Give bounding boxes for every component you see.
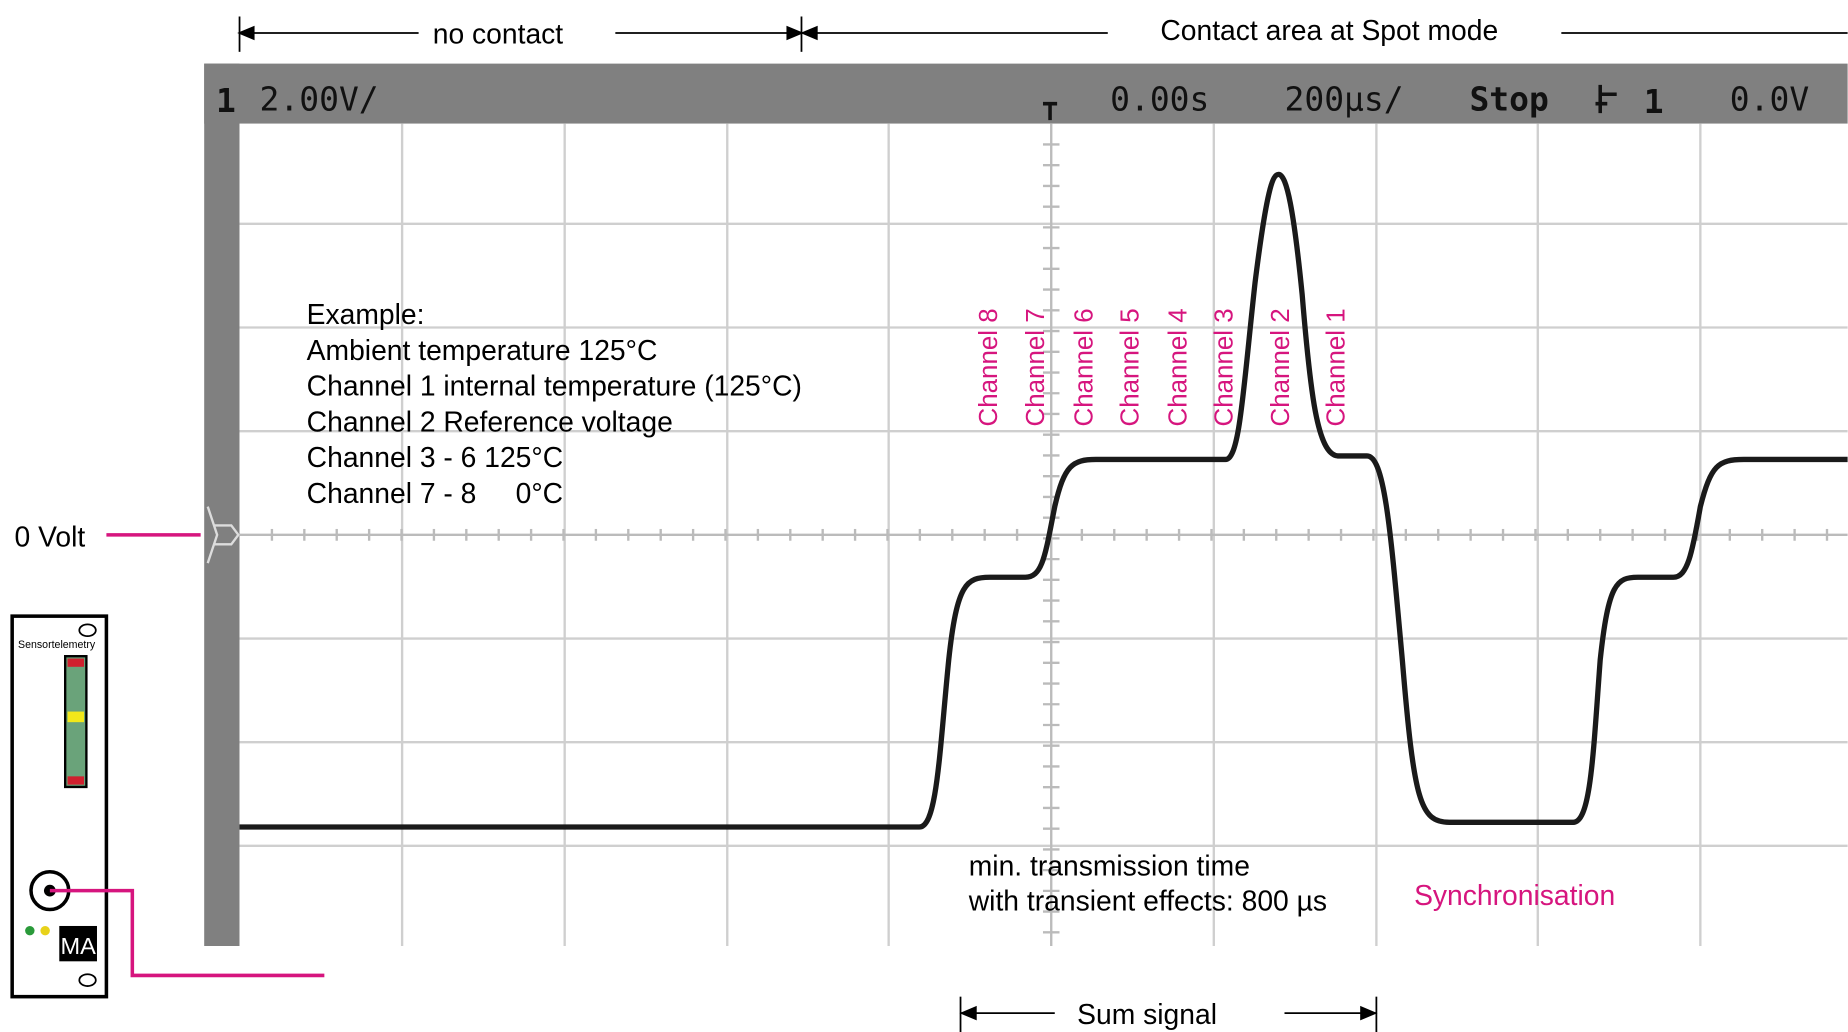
device-logo: MA xyxy=(60,933,96,959)
scope-time: 0.00s xyxy=(1110,80,1209,119)
waveform xyxy=(239,171,1848,830)
example-line: Ambient temperature 125°C xyxy=(307,334,658,366)
scope-left-bar xyxy=(204,63,240,946)
example-text: Example: Ambient temperature 125°C Channel… xyxy=(307,298,802,509)
channel-label: Channel 1 xyxy=(1323,308,1351,426)
scope-scale: 2.00V/ xyxy=(260,80,379,119)
no-contact-label: no contact xyxy=(433,18,564,50)
example-line: Example: xyxy=(307,298,425,330)
channel-label: Channel 6 xyxy=(1070,308,1098,426)
zero-volt-label: 0 Volt xyxy=(15,521,86,553)
channel-label: Channel 7 xyxy=(1022,308,1050,426)
sum-signal-label: Sum signal xyxy=(1077,998,1217,1030)
connector-line xyxy=(49,888,325,978)
trigger-edge-icon xyxy=(1595,84,1617,114)
channel-label: Channel 5 xyxy=(1116,308,1144,426)
channel-labels: Channel 8 Channel 7 Channel 6 Channel 5 Chan… xyxy=(975,308,1351,426)
channel-label: Channel 3 xyxy=(1211,308,1239,426)
channel-label: Channel 2 xyxy=(1267,308,1295,426)
min-time-line: min. transmission time xyxy=(969,849,1250,881)
trigger-marker xyxy=(1042,101,1058,121)
example-line: Channel 3 - 6 125°C xyxy=(307,441,563,473)
example-line: Channel 1 internal temperature (125°C) xyxy=(307,370,802,402)
top-arrows xyxy=(237,16,1848,52)
scope-timebase: 200µs/ xyxy=(1284,80,1403,119)
min-time-line: with transient effects: 800 µs xyxy=(968,885,1327,917)
synchronisation-label: Synchronisation xyxy=(1414,879,1615,911)
trigger-channel: 1 xyxy=(1644,82,1664,121)
device-label: Sensortelemetry xyxy=(18,639,96,651)
example-line: Channel 2 Reference voltage xyxy=(307,405,673,437)
contact-area-label: Contact area at Spot mode xyxy=(1160,14,1498,46)
channel-label: Channel 8 xyxy=(975,308,1003,426)
example-line: Channel 7 - 8 0°C xyxy=(307,477,563,509)
sum-signal-arrows xyxy=(959,996,1378,1032)
trigger-level: 0.0V xyxy=(1730,80,1809,119)
scope-header-bar xyxy=(204,63,1848,124)
ground-marker xyxy=(206,506,240,564)
grid xyxy=(239,123,1848,946)
scope-status: Stop xyxy=(1469,80,1548,119)
channel-label: Channel 4 xyxy=(1165,308,1193,426)
scope-channel: 1 xyxy=(216,81,236,120)
device xyxy=(10,614,109,999)
